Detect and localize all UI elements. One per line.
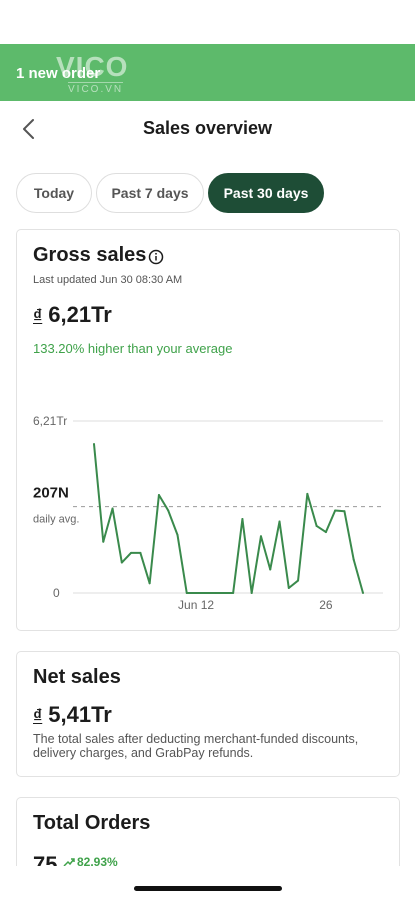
data-point	[222, 592, 225, 594]
data-point	[157, 493, 160, 496]
data-point	[259, 535, 262, 538]
data-point	[241, 518, 244, 521]
tab-today[interactable]: Today	[16, 173, 92, 213]
net-sales-description: The total sales after deducting merchant…	[33, 732, 359, 760]
top-nav: Sales overview	[0, 101, 415, 157]
y-tick-label-top: 6,21Tr	[33, 414, 67, 428]
data-point	[352, 558, 355, 561]
info-icon[interactable]	[148, 249, 164, 265]
data-point	[278, 520, 281, 523]
bottom-safe-area	[0, 866, 415, 900]
trend-up-icon	[63, 858, 75, 867]
total-orders-title: Total Orders	[33, 812, 151, 834]
data-point	[306, 492, 309, 495]
data-point	[362, 592, 364, 594]
x-axis-ticks: Jun 12 26	[178, 598, 333, 612]
data-point	[176, 533, 179, 536]
data-point	[148, 582, 151, 585]
series-line	[93, 443, 364, 594]
data-point	[269, 568, 272, 571]
last-updated: Last updated Jun 30 08:30 AM	[33, 274, 183, 286]
gross-sales-card: Gross sales Last updated Jun 30 08:30 AM…	[16, 229, 400, 631]
new-order-banner[interactable]: 1 new order VICO VICO.VN	[0, 44, 415, 101]
net-sales-title: Net sales	[33, 666, 121, 688]
data-point	[287, 587, 290, 590]
data-point	[343, 510, 346, 513]
tab-past-7-days[interactable]: Past 7 days	[96, 173, 204, 213]
x-tick-label: Jun 12	[178, 598, 214, 612]
data-point	[213, 592, 216, 594]
average-label: 207N	[33, 485, 69, 502]
gross-sales-chart: 6,21Tr 0 207N daily avg. Jun 12 26	[33, 414, 383, 612]
y-tick-label-zero: 0	[53, 586, 60, 600]
data-point	[130, 551, 133, 554]
data-point	[324, 531, 327, 534]
gross-sales-title: Gross sales	[33, 244, 147, 266]
data-point	[334, 509, 337, 512]
back-button[interactable]	[18, 115, 42, 143]
data-point	[297, 579, 300, 582]
series-points	[93, 442, 364, 594]
data-point	[167, 509, 170, 512]
data-point	[139, 551, 142, 554]
total-orders-card: Total Orders 75 82.93%	[16, 797, 400, 877]
net-sales-value: ₫ 5,41Tr	[33, 702, 112, 727]
data-point	[250, 592, 253, 594]
data-point	[102, 540, 105, 543]
watermark-logo: VICO VICO.VN	[56, 51, 129, 95]
data-point	[120, 561, 123, 564]
data-point	[195, 592, 198, 594]
net-sales-card: Net sales ₫ 5,41Tr The total sales after …	[16, 651, 400, 777]
data-point	[111, 507, 114, 510]
orders-change: 82.93%	[63, 855, 118, 869]
new-order-text: 1 new order	[16, 65, 101, 82]
data-point	[232, 592, 235, 594]
currency-symbol: ₫	[33, 706, 43, 726]
data-point	[93, 442, 95, 445]
x-tick-label: 26	[319, 598, 333, 612]
data-point	[315, 524, 318, 527]
orders-change-value: 82.93%	[77, 855, 118, 869]
currency-symbol: ₫	[33, 306, 43, 326]
tab-past-30-days[interactable]: Past 30 days	[208, 173, 324, 213]
gross-sales-value: ₫ 6,21Tr	[33, 302, 112, 327]
data-point	[185, 592, 188, 594]
comparison-text: 133.20% higher than your average	[33, 341, 233, 356]
home-indicator	[134, 886, 282, 891]
average-sublabel: daily avg.	[33, 514, 79, 526]
page-title: Sales overview	[142, 118, 273, 138]
chevron-left-icon	[23, 119, 34, 139]
data-point	[204, 592, 207, 594]
